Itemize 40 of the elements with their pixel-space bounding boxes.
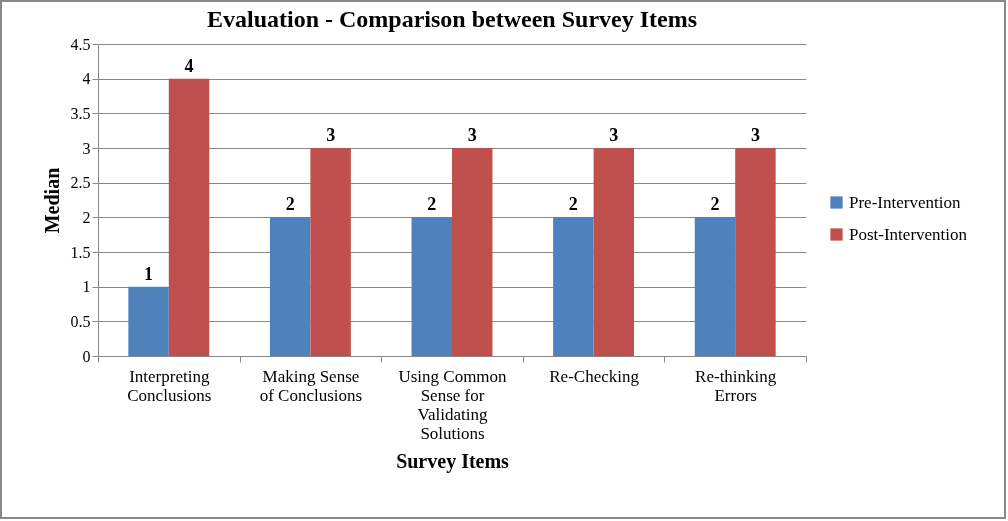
bar	[168, 78, 210, 356]
bar	[310, 148, 351, 356]
y-tick-label: 4	[82, 70, 91, 88]
y-tick-label: 1.5	[70, 243, 91, 261]
data-label: 1	[144, 263, 154, 284]
y-tick-label: 4.5	[70, 35, 91, 53]
legend-label: Post-Intervention	[849, 224, 968, 244]
bar	[694, 217, 736, 356]
bar	[553, 217, 594, 356]
data-label: 4	[184, 55, 194, 76]
data-label: 3	[326, 125, 336, 145]
legend-label: Pre-Intervention	[849, 192, 961, 212]
bar	[452, 148, 493, 356]
y-tick-label: 0.5	[70, 312, 91, 330]
y-tick-label: 1	[82, 278, 91, 296]
x-tick-label: Re-thinking Errors	[695, 366, 777, 405]
bar	[735, 148, 776, 356]
data-label: 2	[568, 194, 578, 215]
data-label: 2	[285, 194, 295, 215]
y-tick-label: 2.5	[70, 174, 91, 192]
x-tick-label: Re-Checking	[549, 366, 640, 386]
bar	[593, 148, 635, 356]
x-tick-label: Using Common Sense for Validating Solutions	[398, 366, 508, 443]
data-label: 3	[750, 125, 760, 145]
data-label: 3	[467, 125, 477, 145]
y-tick-label: 0	[82, 347, 91, 365]
x-axis-title: Survey Items	[396, 449, 510, 473]
data-label: 3	[609, 125, 619, 145]
y-tick-label: 3.5	[70, 104, 91, 122]
y-tick-label: 3	[82, 139, 91, 157]
data-label: 2	[710, 194, 720, 215]
x-tick-label: Interpreting Conclusions	[127, 366, 212, 405]
y-tick-label: 2	[82, 208, 91, 226]
bar	[411, 217, 452, 356]
y-axis-title: Median	[40, 167, 63, 234]
x-tick-label: Making Sense of Conclusions	[259, 366, 363, 405]
data-label: 2	[427, 194, 437, 215]
bar	[269, 217, 311, 356]
bar	[128, 286, 169, 356]
chart-title: Evaluation - Comparison between Survey Items	[207, 6, 697, 32]
